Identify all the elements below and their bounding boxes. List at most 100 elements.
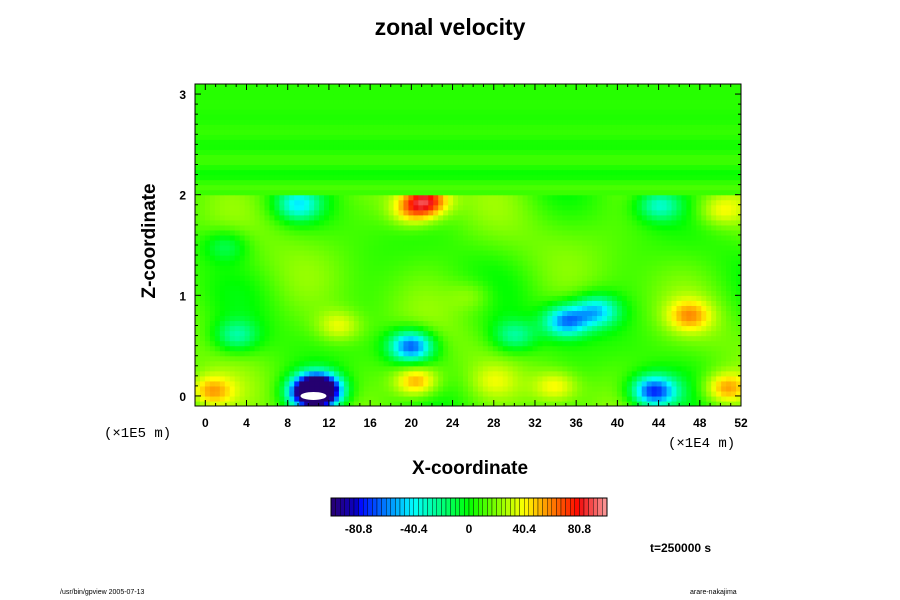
- field-cell: [204, 355, 211, 362]
- field-cell: [214, 340, 221, 347]
- field-cell: [517, 340, 524, 347]
- field-cell: [224, 310, 231, 317]
- field-cell: [309, 310, 315, 317]
- field-cell: [324, 310, 330, 317]
- field-cell: [224, 245, 231, 251]
- field-cell: [438, 149, 444, 156]
- field-cell: [547, 189, 553, 196]
- field-cell: [413, 229, 419, 236]
- field-cell: [428, 300, 434, 306]
- field-cell: [304, 250, 310, 256]
- field-cell: [299, 285, 305, 291]
- field-cell: [438, 270, 444, 276]
- field-cell: [289, 305, 295, 312]
- field-cell: [472, 370, 479, 377]
- field-cell: [388, 229, 395, 236]
- field-cell: [527, 199, 534, 206]
- field-cell: [368, 104, 375, 110]
- field-cell: [333, 109, 340, 115]
- field-cell: [477, 285, 484, 291]
- field-cell: [557, 300, 563, 306]
- field-cell: [388, 154, 395, 161]
- field-cell: [244, 270, 251, 276]
- field-cell: [388, 270, 395, 276]
- field-cell: [517, 234, 524, 241]
- field-cell: [468, 385, 474, 392]
- field-cell: [522, 114, 529, 120]
- field-cell: [348, 109, 355, 115]
- field-cell: [567, 280, 573, 286]
- field-cell: [383, 310, 390, 317]
- field-cell: [289, 325, 295, 332]
- field-cell: [234, 295, 241, 301]
- field-cell: [572, 290, 578, 296]
- field-cell: [557, 94, 563, 100]
- field-cell: [234, 139, 241, 145]
- field-cell: [314, 164, 320, 171]
- field-cell: [244, 255, 251, 261]
- field-cell: [418, 345, 424, 352]
- field-cell: [497, 325, 504, 332]
- field-cell: [353, 275, 360, 281]
- field-cell: [418, 250, 424, 256]
- field-cell: [199, 250, 206, 256]
- field-cell: [398, 340, 405, 347]
- field-cell: [368, 114, 375, 120]
- field-cell: [229, 380, 236, 387]
- field-cell: [199, 330, 206, 337]
- field-cell: [418, 395, 424, 402]
- field-cell: [333, 385, 340, 392]
- field-cell: [348, 305, 355, 312]
- field-cell: [319, 219, 325, 226]
- field-cell: [557, 385, 563, 392]
- field-cell: [572, 300, 578, 306]
- field-cell: [557, 104, 563, 110]
- field-cell: [472, 214, 479, 221]
- field-cell: [279, 385, 285, 392]
- field-cell: [229, 154, 236, 161]
- field-cell: [517, 179, 524, 186]
- field-cell: [507, 260, 514, 266]
- field-cell: [542, 360, 549, 367]
- field-cell: [264, 340, 271, 347]
- field-cell: [373, 209, 380, 216]
- field-cell: [448, 104, 454, 110]
- field-cell: [319, 129, 325, 135]
- field-cell: [383, 380, 390, 387]
- field-cell: [343, 179, 350, 186]
- field-cell: [458, 179, 464, 186]
- field-cell: [259, 350, 266, 357]
- field-cell: [552, 255, 558, 261]
- field-cell: [333, 199, 340, 206]
- field-cell: [338, 310, 345, 317]
- field-cell: [229, 360, 236, 367]
- field-cell: [577, 380, 583, 387]
- field-cell: [199, 390, 206, 397]
- field-cell: [284, 300, 290, 306]
- field-cell: [497, 390, 504, 397]
- field-cell: [463, 390, 469, 397]
- field-cell: [492, 330, 499, 337]
- field-cell: [279, 290, 285, 296]
- field-cell: [502, 250, 509, 256]
- field-cell: [468, 104, 474, 110]
- field-cell: [497, 154, 504, 161]
- field-cell: [413, 114, 419, 120]
- field-cell: [552, 290, 558, 296]
- field-cell: [284, 380, 290, 387]
- field-cell: [522, 300, 529, 306]
- field-cell: [309, 219, 315, 226]
- field-cell: [472, 164, 479, 171]
- field-cell: [299, 310, 305, 317]
- field-cell: [244, 300, 251, 306]
- field-cell: [497, 260, 504, 266]
- field-cell: [269, 375, 276, 382]
- field-cell: [542, 270, 549, 276]
- field-cell: [214, 149, 221, 156]
- field-cell: [234, 104, 241, 110]
- field-cell: [199, 104, 206, 110]
- field-cell: [468, 169, 474, 176]
- field-cell: [487, 280, 494, 286]
- field-cell: [224, 390, 231, 397]
- field-cell: [274, 255, 280, 261]
